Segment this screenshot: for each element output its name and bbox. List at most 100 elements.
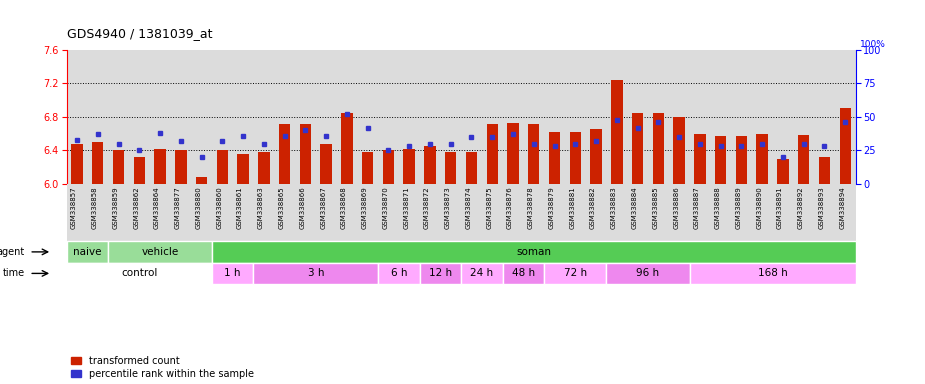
Bar — [590, 129, 602, 184]
Bar — [689, 263, 856, 284]
Bar — [133, 157, 145, 184]
Text: GSM338887: GSM338887 — [694, 187, 700, 229]
Text: GSM338859: GSM338859 — [113, 187, 118, 229]
Text: GSM338882: GSM338882 — [590, 187, 596, 229]
Bar — [362, 152, 374, 184]
Text: GSM338876: GSM338876 — [507, 187, 513, 229]
Text: 72 h: 72 h — [563, 268, 586, 278]
Text: GSM338863: GSM338863 — [258, 187, 264, 229]
Bar — [632, 113, 643, 184]
Bar — [777, 159, 789, 184]
Bar — [757, 134, 768, 184]
Text: GSM338881: GSM338881 — [569, 187, 575, 229]
Bar — [238, 154, 249, 184]
Text: time: time — [3, 268, 25, 278]
Bar — [196, 177, 207, 184]
Text: control: control — [121, 268, 157, 278]
Text: 6 h: 6 h — [390, 268, 407, 278]
Bar — [461, 263, 502, 284]
Text: GSM338857: GSM338857 — [71, 187, 77, 229]
Text: GSM338864: GSM338864 — [154, 187, 160, 229]
Bar — [840, 108, 851, 184]
Text: GSM338889: GSM338889 — [735, 187, 742, 229]
Text: GSM338866: GSM338866 — [300, 187, 305, 229]
Bar — [502, 263, 544, 284]
Bar — [154, 149, 166, 184]
Bar — [320, 144, 332, 184]
Text: GSM338869: GSM338869 — [362, 187, 367, 229]
Bar — [798, 135, 809, 184]
Text: GSM338874: GSM338874 — [465, 187, 472, 229]
Text: 100%: 100% — [859, 40, 885, 49]
Text: 1 h: 1 h — [225, 268, 241, 278]
Bar — [466, 152, 477, 184]
Text: GSM338883: GSM338883 — [610, 187, 617, 229]
Text: 24 h: 24 h — [470, 268, 493, 278]
Text: GSM338892: GSM338892 — [797, 187, 804, 229]
Bar — [258, 152, 269, 184]
Bar — [378, 263, 420, 284]
Bar — [341, 114, 352, 184]
Bar — [673, 117, 684, 184]
Text: GSM338879: GSM338879 — [549, 187, 555, 229]
Text: soman: soman — [516, 247, 551, 257]
Bar — [570, 132, 581, 184]
Text: 3 h: 3 h — [307, 268, 324, 278]
Bar — [67, 241, 108, 263]
Bar — [549, 132, 561, 184]
Bar — [300, 124, 311, 184]
Bar — [445, 152, 456, 184]
Text: GSM338873: GSM338873 — [445, 187, 450, 229]
Text: GSM338861: GSM338861 — [237, 187, 243, 229]
Bar — [611, 80, 623, 184]
Text: GSM338862: GSM338862 — [133, 187, 140, 229]
Bar — [216, 150, 228, 184]
Text: GSM338868: GSM338868 — [341, 187, 347, 229]
Text: GSM338886: GSM338886 — [673, 187, 679, 229]
Bar — [544, 263, 607, 284]
Bar — [108, 241, 212, 263]
Bar — [653, 113, 664, 184]
Bar — [67, 263, 212, 284]
Text: 96 h: 96 h — [636, 268, 660, 278]
Bar — [715, 136, 726, 184]
Bar — [403, 149, 415, 184]
Bar — [819, 157, 831, 184]
Text: 168 h: 168 h — [758, 268, 787, 278]
Bar — [175, 150, 187, 184]
Bar — [212, 241, 856, 263]
Text: GSM338891: GSM338891 — [777, 187, 783, 229]
Bar — [420, 263, 461, 284]
Text: GSM338867: GSM338867 — [320, 187, 327, 229]
Text: GSM338894: GSM338894 — [839, 187, 845, 229]
Bar — [212, 263, 253, 284]
Text: GSM338858: GSM338858 — [92, 187, 98, 229]
Text: GSM338865: GSM338865 — [278, 187, 285, 229]
Legend: transformed count, percentile rank within the sample: transformed count, percentile rank withi… — [71, 356, 254, 379]
Bar — [694, 134, 706, 184]
Text: GSM338871: GSM338871 — [403, 187, 409, 229]
Bar — [253, 263, 378, 284]
Text: naive: naive — [73, 247, 102, 257]
Text: 48 h: 48 h — [512, 268, 535, 278]
Bar — [507, 123, 519, 184]
Text: GSM338870: GSM338870 — [382, 187, 388, 229]
Bar — [383, 150, 394, 184]
Text: GSM338880: GSM338880 — [195, 187, 202, 229]
Text: GSM338875: GSM338875 — [487, 187, 492, 229]
Text: GSM338872: GSM338872 — [424, 187, 430, 229]
Text: GSM338893: GSM338893 — [819, 187, 824, 229]
Text: vehicle: vehicle — [142, 247, 179, 257]
Bar — [487, 124, 498, 184]
Bar — [607, 263, 689, 284]
Text: GDS4940 / 1381039_at: GDS4940 / 1381039_at — [67, 27, 212, 40]
Text: GSM338885: GSM338885 — [652, 187, 659, 229]
Text: GSM338884: GSM338884 — [632, 187, 637, 229]
Bar — [279, 124, 290, 184]
Text: GSM338890: GSM338890 — [757, 187, 762, 229]
Bar — [528, 124, 539, 184]
Bar — [92, 142, 104, 184]
Text: GSM338878: GSM338878 — [528, 187, 534, 229]
Bar — [113, 150, 124, 184]
Text: GSM338877: GSM338877 — [175, 187, 180, 229]
